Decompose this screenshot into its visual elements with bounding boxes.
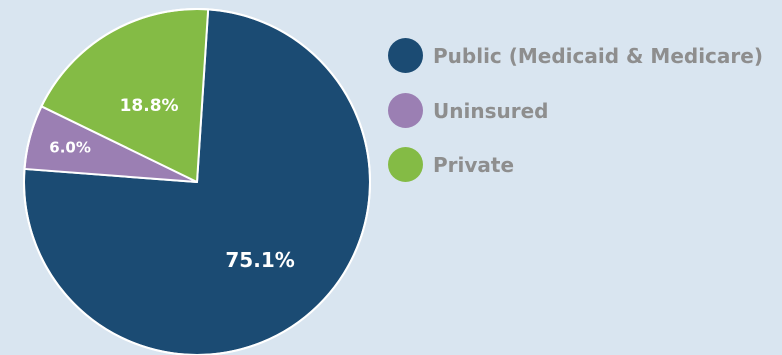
legend-swatch-uninsured bbox=[388, 93, 423, 128]
legend-item-uninsured: Uninsured bbox=[388, 93, 763, 128]
pie-slices bbox=[23, 8, 371, 355]
legend-swatch-public bbox=[388, 38, 423, 73]
pie-label-uninsured: 6.0% bbox=[49, 139, 91, 157]
pie-slice-labels: 75.1% 6.0% 18.8% bbox=[49, 96, 295, 272]
legend-swatch-private bbox=[388, 147, 423, 182]
chart-legend: Public (Medicaid & Medicare) Uninsured P… bbox=[388, 38, 763, 202]
pie-label-private: 18.8% bbox=[120, 96, 179, 116]
pie-label-public: 75.1% bbox=[225, 248, 294, 272]
legend-item-private: Private bbox=[388, 147, 763, 182]
legend-label-public: Public (Medicaid & Medicare) bbox=[433, 43, 763, 68]
legend-item-public: Public (Medicaid & Medicare) bbox=[388, 38, 763, 73]
pie-outline bbox=[23, 8, 371, 355]
legend-label-private: Private bbox=[433, 152, 515, 177]
legend-label-uninsured: Uninsured bbox=[433, 98, 549, 123]
